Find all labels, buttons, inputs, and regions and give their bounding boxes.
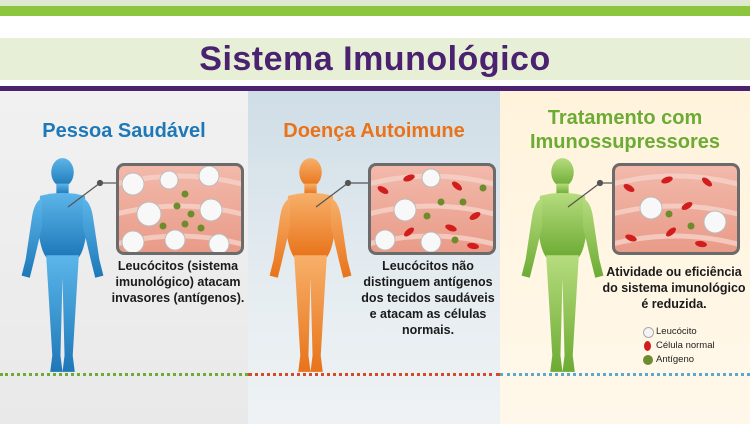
heading-treatment-line2: Imunossupressores	[529, 131, 721, 153]
human-figure-blue	[21, 158, 104, 372]
panel-autoimmune	[248, 91, 500, 424]
title-band	[0, 38, 750, 80]
heading-treatment: Tratamento com Imunossupressores	[500, 106, 750, 154]
page-title: Sistema Imunológico	[199, 40, 551, 78]
caption-autoimmune: Leucócitos não distinguem antígenos dos …	[356, 258, 500, 338]
caption-healthy: Leucócitos (sistema imunológico) atacam …	[108, 258, 248, 306]
heading-treatment-line1: Tratamento com	[547, 107, 703, 129]
caption-line: Leucócitos não	[382, 259, 474, 273]
caption-line: invasores (antígenos).	[111, 291, 245, 305]
legend-leucocyte: Leucócito	[656, 326, 697, 337]
legend-antigen-icon	[643, 355, 653, 365]
ground-line-autoimmune	[248, 373, 500, 376]
ground-line-treatment	[500, 373, 750, 376]
caption-line: é reduzida.	[641, 297, 707, 311]
cells-treatment	[615, 173, 737, 248]
caption-line: do sistema imunológico	[602, 281, 746, 295]
title-divider	[0, 86, 750, 91]
legend-normal-cell: Célula normal	[656, 340, 715, 351]
caption-treatment: Atividade ou eficiência do sistema imuno…	[598, 264, 750, 312]
top-stripe	[0, 0, 750, 6]
caption-line: dos tecidos saudáveis	[361, 291, 495, 305]
green-stripe	[0, 6, 750, 16]
ground-line-healthy	[0, 373, 248, 376]
panel-treatment	[500, 91, 750, 424]
caption-line: Atividade ou eficiência	[606, 265, 742, 279]
caption-line: normais.	[401, 323, 455, 337]
legend-antigen: Antígeno	[656, 354, 695, 365]
human-figure-orange	[269, 158, 352, 372]
caption-line: distinguem antígenos	[363, 275, 493, 289]
legend-normal-cell-icon	[644, 341, 651, 351]
caption-line: e atacam as células	[369, 307, 487, 321]
heading-healthy: Pessoa Saudável	[42, 120, 206, 142]
cell-box-autoimmune	[368, 163, 496, 255]
cells-autoimmune	[371, 168, 493, 252]
caption-line: imunológico) atacam	[115, 275, 241, 289]
cells-healthy	[119, 166, 241, 252]
panel-healthy	[0, 91, 248, 424]
caption-line: Leucócitos (sistema	[117, 259, 239, 273]
legend-leucocyte-icon	[643, 327, 654, 338]
heading-autoimmune: Doença Autoimune	[283, 120, 465, 142]
human-figure-green	[521, 158, 604, 372]
cell-box-treatment	[612, 163, 740, 255]
cell-box-healthy	[116, 163, 244, 255]
